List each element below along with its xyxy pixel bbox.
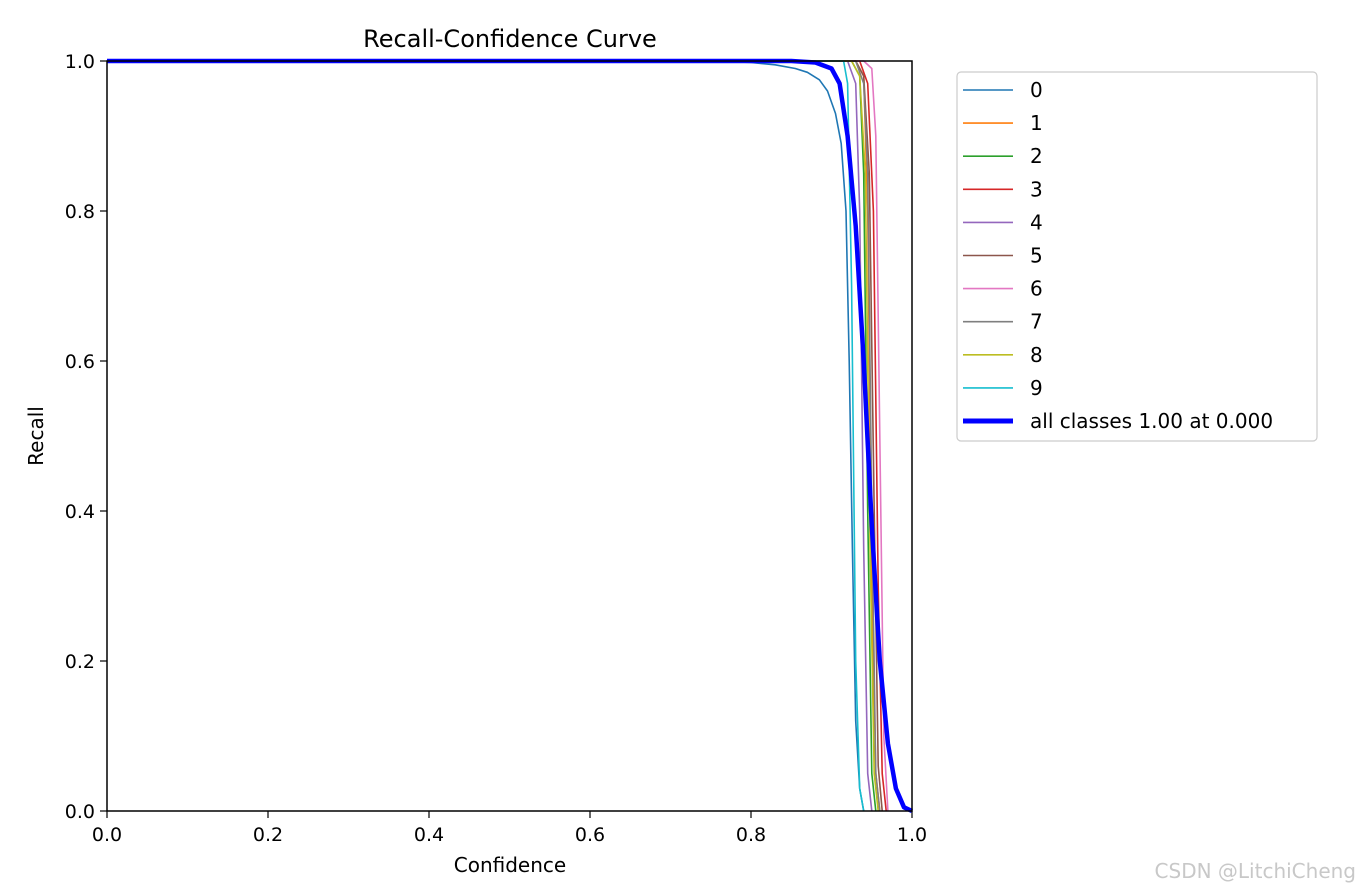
x-tick-label: 0.0 — [92, 824, 122, 846]
series-line-3 — [107, 60, 887, 812]
plot-lines — [107, 58, 913, 814]
x-tick-label: 0.8 — [736, 824, 766, 846]
y-tick-label: 1.0 — [65, 51, 95, 73]
legend-label-7: 7 — [1030, 310, 1043, 334]
x-tick-label: 1.0 — [897, 824, 927, 846]
x-tick-label: 0.2 — [253, 824, 283, 846]
watermark: CSDN @LitchiCheng — [1154, 859, 1356, 883]
legend-label-10: all classes 1.00 at 0.000 — [1030, 409, 1273, 433]
y-axis-ticks: 0.0 0.2 0.4 0.6 0.8 1.0 — [65, 51, 107, 823]
series-line-0 — [107, 60, 865, 812]
legend-label-1: 1 — [1030, 111, 1043, 135]
y-tick-label: 0.4 — [65, 501, 95, 523]
legend-label-8: 8 — [1030, 343, 1043, 367]
y-axis-label: Recall — [24, 406, 48, 466]
legend-label-4: 4 — [1030, 210, 1043, 234]
series-line-10 — [107, 58, 913, 814]
plot-frame — [106, 60, 913, 812]
legend-items: 0 1 2 3 4 5 6 7 8 9 all classes 1.00 at 0.000 — [963, 78, 1273, 433]
legend: 0 1 2 3 4 5 6 7 8 9 all classes 1.00 at 0.000 — [956, 71, 1318, 442]
series-line-1 — [107, 60, 881, 812]
legend-label-3: 3 — [1030, 177, 1043, 201]
series-line-4 — [107, 60, 873, 812]
x-tick-label: 0.6 — [575, 824, 605, 846]
series-line-8 — [107, 60, 879, 812]
y-tick-label: 0.6 — [65, 351, 95, 373]
series-line-5 — [107, 60, 883, 812]
legend-label-5: 5 — [1030, 244, 1043, 268]
series-line-6 — [107, 60, 889, 812]
legend-label-0: 0 — [1030, 78, 1043, 102]
x-axis-label: Confidence — [454, 853, 566, 877]
y-tick-label: 0.0 — [65, 801, 95, 823]
legend-label-2: 2 — [1030, 144, 1043, 168]
x-axis-ticks: 0.0 0.2 0.4 0.6 0.8 1.0 — [92, 811, 927, 846]
series-line-2 — [107, 60, 877, 812]
legend-box — [956, 71, 1318, 442]
y-tick-label: 0.2 — [65, 651, 95, 673]
x-tick-label: 0.4 — [414, 824, 444, 846]
chart-title: Recall-Confidence Curve — [363, 25, 657, 53]
series-line-7 — [107, 60, 881, 812]
series-line-9 — [107, 60, 865, 812]
y-tick-label: 0.8 — [65, 201, 95, 223]
legend-label-9: 9 — [1030, 376, 1043, 400]
legend-label-6: 6 — [1030, 277, 1043, 301]
